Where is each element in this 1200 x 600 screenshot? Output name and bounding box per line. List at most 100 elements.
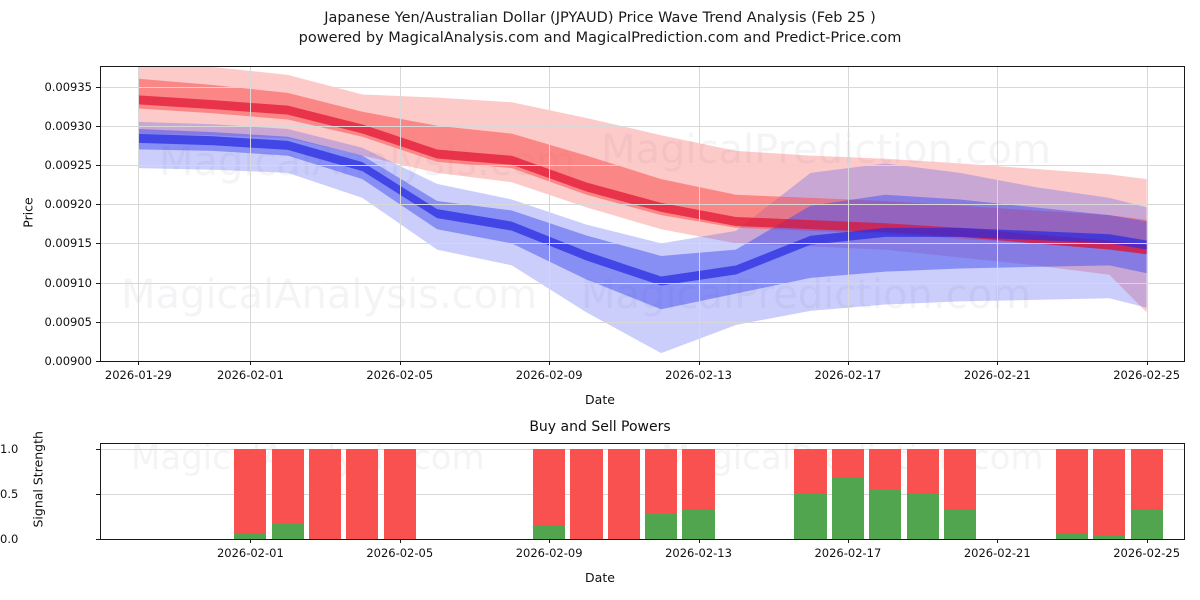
- signal-bar[interactable]: [309, 448, 342, 539]
- signal-y-tick-label: 1.0: [0, 441, 19, 456]
- signal-bar[interactable]: [607, 448, 640, 539]
- signal-y-tick-label: 0.5: [0, 486, 19, 501]
- buy-power-segment: [794, 493, 827, 539]
- signal-x-tick-label: 2026-02-05: [366, 546, 434, 560]
- signal-x-tick-label: 2026-02-13: [665, 546, 732, 560]
- signal-y-tick-label: 0.0: [0, 532, 19, 546]
- buy-power-segment: [943, 510, 976, 539]
- price-gridline-h: [101, 243, 1184, 245]
- price-gridline-v: [549, 67, 551, 361]
- price-gridline-h: [101, 282, 1184, 284]
- signal-bar[interactable]: [831, 448, 864, 539]
- signal-x-tick-mark: [1146, 539, 1148, 543]
- signal-bar[interactable]: [234, 448, 267, 539]
- price-x-tick-mark: [847, 361, 849, 365]
- price-y-tick-mark: [96, 282, 100, 284]
- buy-power-segment: [1093, 535, 1126, 539]
- signal-x-tick-mark: [549, 539, 551, 543]
- price-y-tick-mark: [96, 165, 100, 166]
- price-gridline-v: [250, 67, 252, 361]
- sell-power-segment: [570, 448, 603, 539]
- sell-power-segment: [234, 448, 267, 539]
- price-x-tick-label: 2026-02-09: [515, 368, 583, 382]
- price-x-tick-label: 2026-02-13: [665, 368, 732, 382]
- price-gridline-v: [399, 67, 401, 361]
- price-x-tick-mark: [549, 361, 551, 365]
- red-core-line: [138, 95, 1147, 255]
- signal-x-tick-mark: [997, 539, 999, 543]
- price-y-tick-mark: [96, 361, 100, 362]
- signal-chart-plot-area: MagicalAnalysis.com MagicalPrediction.co…: [100, 443, 1185, 540]
- sell-power-segment: [346, 448, 379, 539]
- price-x-axis-title: Date: [585, 392, 615, 407]
- signal-bar[interactable]: [1130, 448, 1163, 539]
- price-y-tick-label: 0.00900: [44, 354, 92, 368]
- price-x-tick-mark: [1146, 361, 1148, 365]
- signal-x-axis-title: Date: [585, 570, 615, 585]
- price-y-tick-label: 0.00905: [44, 314, 92, 329]
- signal-bar[interactable]: [906, 448, 939, 539]
- buy-power-segment: [533, 524, 566, 539]
- signal-bar[interactable]: [943, 448, 976, 539]
- signal-bar[interactable]: [645, 448, 678, 539]
- price-x-tick-label: 2026-01-29: [104, 368, 172, 382]
- buy-power-segment: [906, 493, 939, 539]
- signal-bar[interactable]: [570, 448, 603, 539]
- price-x-tick-label: 2026-02-21: [963, 368, 1031, 382]
- price-gridline-v: [847, 67, 849, 361]
- signal-x-tick-mark: [399, 539, 401, 543]
- price-chart-plot-area: MagicalAnalysis.com MagicalPrediction.co…: [100, 66, 1185, 362]
- buy-power-segment: [869, 490, 902, 539]
- signal-gridline-h: [101, 493, 1184, 495]
- sell-power-segment: [607, 448, 640, 539]
- signal-bar[interactable]: [271, 448, 304, 539]
- signal-y-tick-mark: [96, 493, 100, 495]
- signal-bar[interactable]: [1093, 448, 1126, 539]
- signal-x-tick-label: 2026-02-17: [814, 546, 882, 560]
- buy-power-segment: [831, 478, 864, 539]
- price-gridline-v: [1146, 67, 1148, 361]
- price-y-tick-mark: [96, 204, 100, 206]
- price-wave-bands: [138, 67, 1147, 354]
- signal-bar[interactable]: [533, 448, 566, 539]
- price-y-tick-mark: [96, 86, 100, 88]
- buy-power-segment: [682, 509, 715, 539]
- signal-bar[interactable]: [682, 448, 715, 539]
- signal-x-tick-label: 2026-02-01: [216, 546, 284, 560]
- page-title: Japanese Yen/Australian Dollar (JPYAUD) …: [324, 10, 876, 26]
- signal-x-tick-label: 2026-02-09: [515, 546, 583, 560]
- signal-bar[interactable]: [1055, 448, 1089, 539]
- signal-bar[interactable]: [383, 448, 416, 539]
- price-y-axis-title: Price: [20, 197, 36, 228]
- signal-bar[interactable]: [869, 448, 902, 539]
- signal-x-tick-label: 2026-02-25: [1113, 546, 1181, 560]
- signal-bar[interactable]: [794, 448, 827, 539]
- price-y-tick-label: 0.00930: [44, 118, 92, 133]
- sell-power-segment: [1093, 448, 1126, 539]
- signal-y-tick-mark: [96, 448, 100, 450]
- signal-x-tick-mark: [847, 539, 849, 543]
- sell-power-segment: [533, 448, 566, 539]
- signal-x-tick-mark: [250, 539, 252, 543]
- signal-bar[interactable]: [346, 448, 379, 539]
- price-gridline-v: [997, 67, 999, 361]
- signal-x-tick-mark: [698, 539, 700, 543]
- price-x-tick-mark: [698, 361, 700, 365]
- price-x-tick-label: 2026-02-17: [814, 368, 882, 382]
- price-gridline-h: [101, 204, 1184, 206]
- price-gridline-h: [101, 86, 1184, 88]
- page-subtitle: powered by MagicalAnalysis.com and Magic…: [298, 30, 902, 46]
- signal-y-tick-mark: [96, 539, 100, 540]
- price-gridline-h: [101, 321, 1184, 323]
- price-x-tick-label: 2026-02-05: [366, 368, 434, 382]
- signal-chart-title: Buy and Sell Powers: [529, 419, 671, 435]
- price-y-tick-label: 0.00910: [44, 275, 92, 290]
- buy-power-segment: [645, 513, 678, 539]
- price-x-tick-mark: [138, 361, 140, 365]
- price-y-tick-mark: [96, 243, 100, 245]
- sell-power-segment: [383, 448, 416, 539]
- buy-power-segment: [1130, 510, 1163, 539]
- sell-power-segment: [309, 448, 342, 539]
- blue-mid-band: [138, 128, 1147, 310]
